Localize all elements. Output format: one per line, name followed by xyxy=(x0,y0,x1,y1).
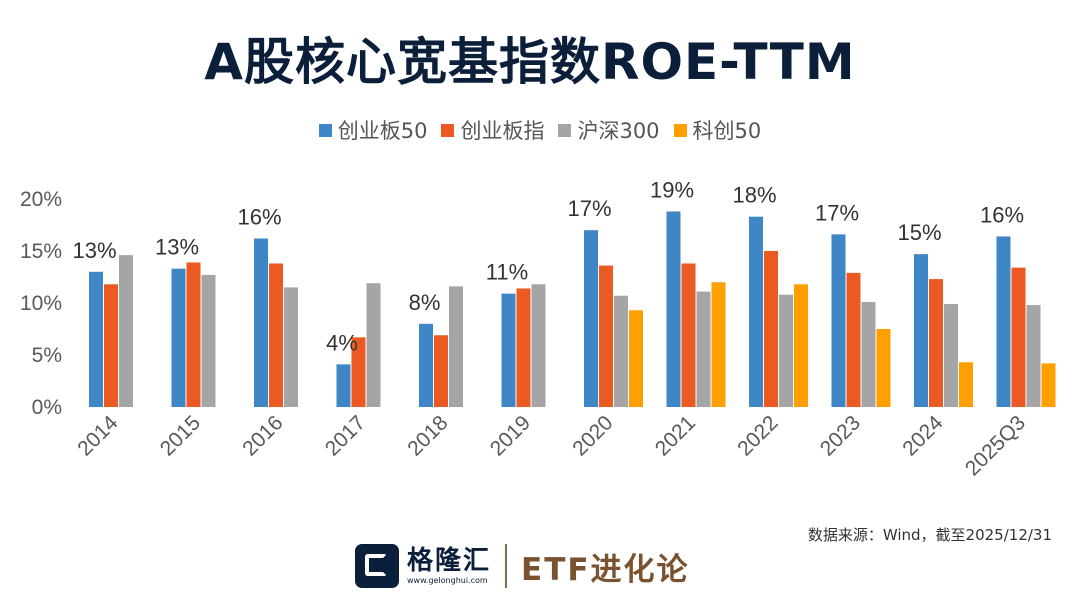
legend-swatch xyxy=(441,123,455,137)
bar xyxy=(336,364,351,407)
x-tick-label: 2020 xyxy=(568,411,617,460)
bar xyxy=(419,323,433,407)
y-tick-label: 10% xyxy=(20,292,62,315)
data-label: 15% xyxy=(897,220,941,245)
bar xyxy=(531,284,546,407)
bar xyxy=(696,291,711,407)
data-label: 11% xyxy=(486,260,528,285)
x-tick-label: 2016 xyxy=(238,411,287,460)
bar xyxy=(846,272,861,407)
data-label: 19% xyxy=(650,177,694,202)
y-tick-label: 20% xyxy=(20,188,62,211)
bar xyxy=(711,282,726,407)
bar xyxy=(254,238,268,407)
legend-swatch xyxy=(673,123,687,137)
bar xyxy=(794,284,808,407)
data-label: 16% xyxy=(980,202,1024,227)
bar xyxy=(614,295,628,407)
bar xyxy=(944,304,958,407)
gelonghui-logo-icon xyxy=(355,544,399,588)
data-label: 18% xyxy=(732,183,776,208)
bar xyxy=(959,362,973,407)
x-tick-label: 2021 xyxy=(651,411,700,460)
x-tick-label: 2019 xyxy=(486,411,535,460)
data-label: 13% xyxy=(72,238,116,263)
x-tick-label: 2015 xyxy=(156,411,205,460)
legend-label: 沪深300 xyxy=(577,119,660,143)
x-tick-label: 2025Q3 xyxy=(961,411,1030,480)
y-tick-label: 15% xyxy=(20,240,62,263)
bar xyxy=(681,263,696,407)
bar-chart: 0% 5% 10% 15% 20% 13% 2014 13% 2015 16% 2016 4% 2017… xyxy=(20,177,1056,480)
bar xyxy=(516,288,531,407)
legend-label: 科创50 xyxy=(692,119,762,143)
logo-name: 格隆汇 xyxy=(407,546,492,576)
bar xyxy=(119,255,133,407)
x-tick-label: 2017 xyxy=(321,411,370,460)
x-tick-label: 2023 xyxy=(816,411,865,460)
bar xyxy=(434,335,448,407)
bar xyxy=(104,284,118,407)
legend-label: 创业板50 xyxy=(337,119,428,143)
bar xyxy=(1041,363,1056,407)
bar xyxy=(201,274,216,407)
data-label: 4% xyxy=(326,330,358,355)
bar xyxy=(89,271,103,407)
x-tick-label: 2022 xyxy=(733,411,782,460)
x-tick-label: 2014 xyxy=(73,411,123,461)
legend-item-kc50: 科创50 xyxy=(673,115,762,145)
bar xyxy=(861,301,876,407)
bar xyxy=(929,279,943,407)
y-tick-label: 5% xyxy=(32,344,62,367)
bar xyxy=(629,310,643,407)
bar xyxy=(186,262,201,407)
bar xyxy=(1011,267,1026,407)
bar xyxy=(599,265,613,407)
bar xyxy=(1026,305,1041,407)
data-label: 13% xyxy=(155,235,199,260)
bar xyxy=(501,293,516,407)
x-tick-label: 2018 xyxy=(403,411,452,460)
bar xyxy=(449,286,463,407)
legend-item-hs300: 沪深300 xyxy=(558,115,660,145)
chart-title: A股核心宽基指数ROE-TTM xyxy=(204,33,856,91)
bar xyxy=(914,254,928,407)
x-tick-label: 2024 xyxy=(898,411,948,461)
y-tick-label: 0% xyxy=(32,396,62,419)
brand-name: ETF进化论 xyxy=(521,551,690,588)
legend-item-cybz: 创业板指 xyxy=(441,115,544,145)
source-note: 数据来源：Wind，截至2025/12/31 xyxy=(807,526,1052,544)
data-label: 16% xyxy=(237,205,281,230)
legend-swatch xyxy=(558,123,572,137)
legend-swatch xyxy=(318,123,332,137)
data-label: 17% xyxy=(815,200,859,225)
bar xyxy=(764,251,778,407)
bar xyxy=(284,287,298,407)
bar xyxy=(171,268,186,407)
bar xyxy=(269,263,283,407)
bar xyxy=(831,234,846,407)
logo-text: 格隆汇 www.gelonghui.com xyxy=(407,546,491,586)
footer-branding: 格隆汇 www.gelonghui.com ETF进化论 xyxy=(355,540,690,592)
bar xyxy=(749,216,763,407)
bar xyxy=(779,294,793,407)
bar xyxy=(666,211,681,407)
footer-divider xyxy=(505,544,508,588)
legend-label: 创业板指 xyxy=(460,119,545,143)
chart-legend: 创业板50 创业板指 沪深300 科创50 xyxy=(0,115,1080,145)
bar xyxy=(876,329,891,407)
bar xyxy=(351,337,366,407)
bar xyxy=(996,236,1011,407)
legend-item-cyb50: 创业板50 xyxy=(318,115,428,145)
data-label: 17% xyxy=(567,196,611,221)
bar xyxy=(366,283,381,407)
bar xyxy=(584,230,598,407)
logo-url: www.gelonghui.com xyxy=(407,576,488,585)
data-label: 8% xyxy=(409,290,441,315)
